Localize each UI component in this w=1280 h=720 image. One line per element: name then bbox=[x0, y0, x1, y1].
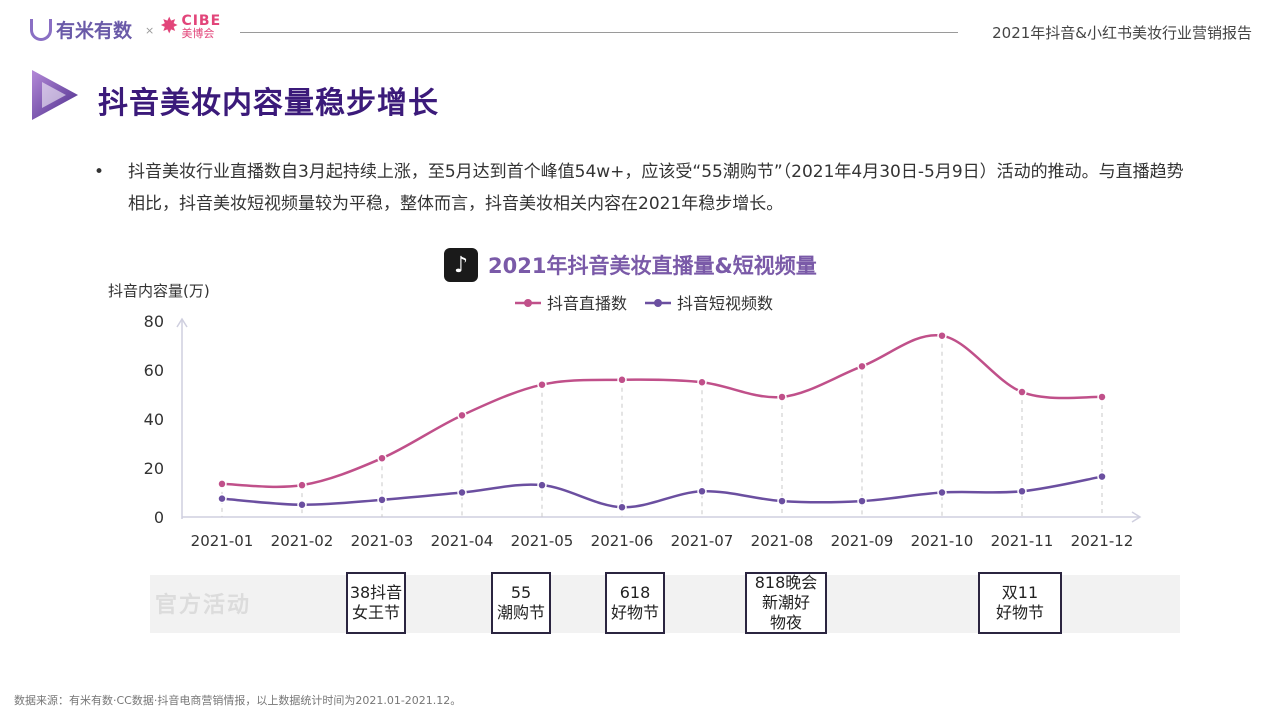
y-tick-label: 20 bbox=[144, 459, 164, 478]
x-tick-label: 2021-09 bbox=[831, 532, 894, 550]
activity-box-label: 618 好物节 bbox=[610, 583, 659, 622]
series-point-0 bbox=[1017, 387, 1027, 397]
page-title: 抖音美妆内容量稳步增长 bbox=[98, 86, 439, 121]
series-point-0 bbox=[697, 377, 707, 387]
cibe-logo-cn: 美博会 bbox=[181, 27, 215, 40]
series-point-0 bbox=[377, 453, 387, 463]
series-point-1 bbox=[697, 486, 707, 497]
activity-box-label: 818晚会 新潮好 物夜 bbox=[754, 573, 818, 632]
series-point-0 bbox=[297, 480, 307, 490]
series-point-1 bbox=[937, 487, 947, 498]
series-point-1 bbox=[217, 493, 227, 504]
chart-title: ♪ 2021年抖音美妆直播量&短视频量 bbox=[444, 248, 817, 282]
x-tick-label: 2021-05 bbox=[511, 532, 574, 550]
y-axis-label: 抖音内容量(万) bbox=[108, 282, 210, 300]
header-divider bbox=[240, 32, 958, 33]
series-point-0 bbox=[937, 330, 947, 341]
series-point-1 bbox=[1097, 471, 1107, 482]
series-point-0 bbox=[1097, 392, 1107, 402]
series-line-0 bbox=[221, 333, 1103, 489]
play-triangle-icon bbox=[32, 70, 78, 120]
series-point-1 bbox=[1017, 486, 1027, 497]
cibe-logo-en: CIBE bbox=[181, 13, 222, 29]
x-tick-label: 2021-06 bbox=[591, 532, 654, 550]
activity-box: 双11 好物节 bbox=[978, 572, 1062, 634]
x-tick-label: 2021-12 bbox=[1071, 532, 1134, 550]
legend-swatch-dot-0 bbox=[524, 299, 532, 307]
x-tick-label: 2021-07 bbox=[671, 532, 734, 550]
legend-swatch-dot-1 bbox=[654, 299, 662, 307]
y-tick-label: 40 bbox=[144, 410, 164, 429]
youmi-logo: 有米有数 bbox=[30, 16, 132, 43]
legend-label-1: 抖音短视频数 bbox=[677, 294, 773, 313]
x-tick-label: 2021-02 bbox=[271, 532, 334, 550]
logo-separator: × bbox=[145, 24, 155, 37]
report-title: 2021年抖音&小红书美妆行业营销报告 bbox=[992, 24, 1252, 42]
activity-box: 55 潮购节 bbox=[491, 572, 551, 634]
series-point-1 bbox=[457, 487, 467, 498]
series-point-1 bbox=[377, 495, 387, 505]
x-tick-label: 2021-10 bbox=[911, 532, 974, 550]
x-tick-label: 2021-04 bbox=[431, 532, 494, 550]
series-point-0 bbox=[217, 479, 227, 489]
series-point-0 bbox=[617, 375, 627, 385]
activity-box-label: 双11 好物节 bbox=[995, 583, 1044, 622]
series-point-0 bbox=[537, 379, 547, 390]
page-header: 有米有数 × ✸ CIBE 美博会 2021年抖音&小红书美妆行业营销报告 bbox=[0, 0, 1280, 60]
series-point-0 bbox=[777, 392, 787, 402]
chart-title-text: 2021年抖音美妆直播量&短视频量 bbox=[488, 254, 817, 278]
x-axis-arrow-icon bbox=[1131, 511, 1142, 523]
series-line-1 bbox=[221, 475, 1103, 509]
x-tick-label: 2021-03 bbox=[351, 532, 414, 550]
youmi-logo-text: 有米有数 bbox=[56, 20, 133, 42]
activity-box: 818晚会 新潮好 物夜 bbox=[745, 572, 827, 634]
y-tick-label: 0 bbox=[154, 508, 164, 527]
y-tick-label: 80 bbox=[144, 312, 164, 331]
activity-box-label: 55 潮购节 bbox=[496, 583, 545, 622]
cibe-logo: ✸ CIBE 美博会 bbox=[160, 14, 221, 39]
youmi-logo-mark-icon bbox=[30, 18, 52, 41]
activity-label: 官方活动 bbox=[155, 593, 252, 618]
summary-bullet: • 抖音美妆行业直播数自3月起持续上涨，至5月达到首个峰值54w+，应该受“55… bbox=[94, 156, 1186, 220]
series-point-0 bbox=[457, 410, 467, 421]
cibe-logo-mark-icon: ✸ bbox=[160, 14, 179, 39]
x-tick-label: 2021-08 bbox=[751, 532, 814, 550]
activity-box-label: 38抖音 女王节 bbox=[349, 583, 403, 622]
x-tick-label: 2021-11 bbox=[991, 532, 1054, 550]
tiktok-icon: ♪ bbox=[444, 248, 478, 282]
series-point-1 bbox=[617, 502, 627, 512]
series-point-0 bbox=[857, 361, 867, 372]
activity-box: 618 好物节 bbox=[605, 572, 665, 634]
legend-label-0: 抖音直播数 bbox=[547, 294, 627, 313]
activity-box: 38抖音 女王节 bbox=[346, 572, 406, 634]
x-tick-label: 2021-01 bbox=[191, 532, 254, 550]
y-tick-label: 60 bbox=[144, 361, 164, 380]
bullet-dot: • bbox=[94, 162, 105, 182]
y-axis-arrow-icon bbox=[176, 317, 188, 328]
series-point-1 bbox=[537, 480, 547, 490]
summary-text: 抖音美妆行业直播数自3月起持续上涨，至5月达到首个峰值54w+，应该受“55潮购… bbox=[128, 162, 1184, 214]
series-point-1 bbox=[857, 496, 867, 506]
data-source-note: 数据来源：有米有数·CC数据·抖音电商营销情报，以上数据统计时间为2021.01… bbox=[14, 694, 462, 707]
series-point-1 bbox=[777, 496, 787, 506]
series-point-1 bbox=[297, 500, 307, 510]
